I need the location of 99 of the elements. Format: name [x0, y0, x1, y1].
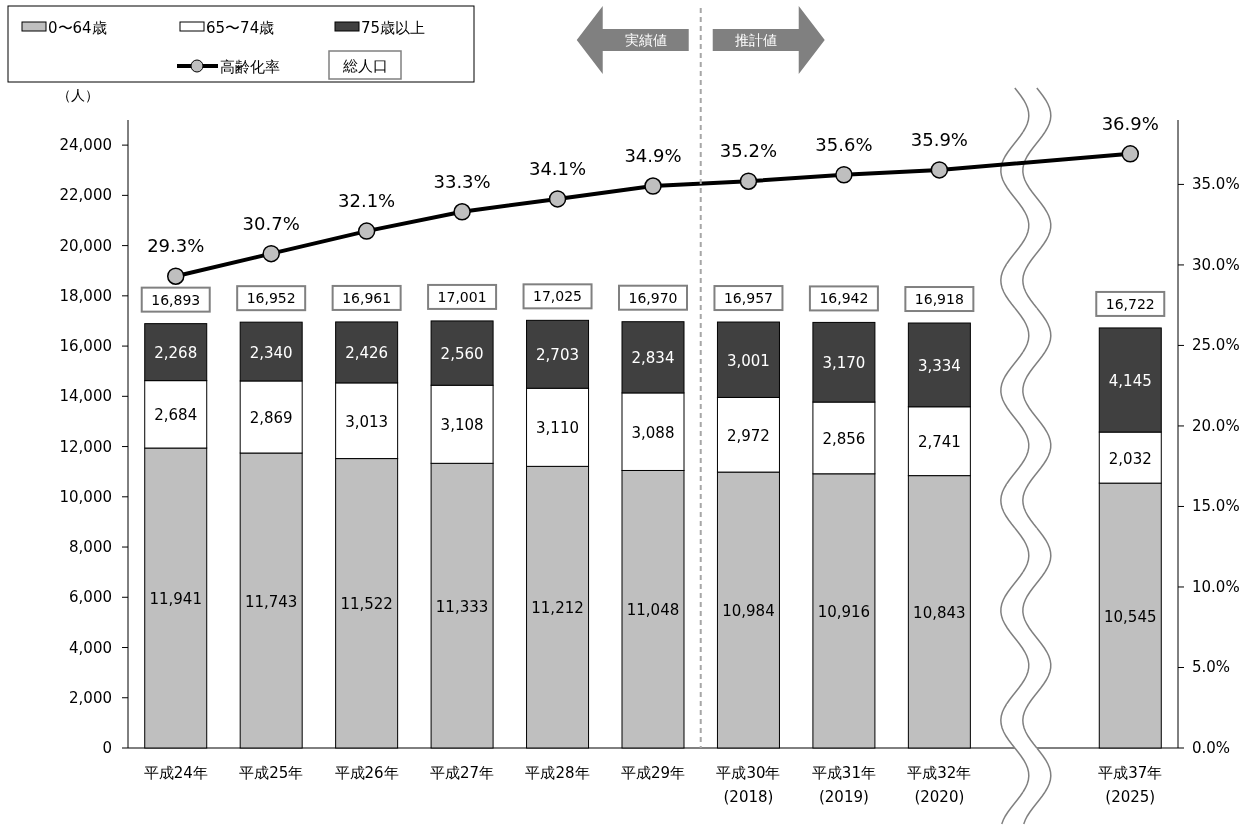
data-label: 2,684 [154, 406, 198, 425]
y2-tick-label: 5.0% [1192, 658, 1231, 677]
x-tick-label: 平成26年 [334, 764, 399, 782]
data-label: 2,834 [631, 349, 675, 368]
data-label: 3,108 [440, 416, 484, 435]
point [835, 166, 853, 184]
x-tick-label: 平成31年 (2019) [811, 764, 876, 806]
y2-tick-label: 35.0% [1192, 175, 1240, 194]
y-tick-label: 22,000 [59, 186, 112, 205]
y-tick-label: 14,000 [59, 387, 112, 406]
data-label: 2,426 [345, 344, 389, 363]
data-label: 10,545 [1104, 607, 1157, 626]
x-tick-label: 平成30年 (2018) [716, 764, 781, 806]
y-tick-label: 24,000 [59, 136, 112, 155]
data-label: 3,110 [536, 419, 580, 438]
point [262, 244, 280, 263]
point [166, 267, 185, 285]
data-label: 2,703 [536, 346, 580, 365]
total-label: 17,025 [533, 288, 583, 305]
y2-tick-label: 15.0% [1192, 497, 1240, 516]
point [644, 177, 662, 195]
data-label: 2,340 [249, 343, 293, 362]
arrow-right: 推計値 [712, 6, 825, 74]
total-label: 16,970 [628, 289, 678, 306]
point [548, 190, 567, 208]
y-tick-label: 6,000 [69, 588, 112, 607]
x-tick-label: 平成27年 [430, 764, 495, 782]
data-label: 3,013 [345, 412, 389, 431]
data-label: 35.6% [815, 133, 873, 155]
data-label: 33.3% [433, 170, 491, 192]
data-label: 11,941 [149, 590, 202, 609]
data-label: 2,856 [822, 429, 866, 448]
data-label: 10,843 [913, 603, 966, 622]
data-label: 2,869 [249, 408, 293, 427]
y2-tick-label: 20.0% [1192, 416, 1240, 435]
y-axis-title: （人） [57, 87, 99, 103]
x-tick-label: 平成24年 [143, 764, 208, 782]
y-tick-label: 12,000 [59, 437, 112, 456]
data-label: 3,334 [917, 356, 961, 375]
x-tick-label: 平成37年 (2025) [1098, 764, 1163, 806]
data-label: 34.9% [624, 145, 682, 167]
point [357, 222, 376, 240]
total-label: 16,961 [342, 289, 392, 306]
point [453, 203, 471, 221]
data-label: 36.9% [1101, 112, 1159, 134]
data-label: 2,032 [1108, 449, 1152, 468]
data-label: 32.1% [338, 190, 396, 212]
data-label: 3,170 [822, 354, 866, 373]
y-tick-label: 10,000 [59, 487, 112, 506]
legend-label: 0〜64歳 [48, 19, 107, 37]
point [1121, 145, 1140, 163]
y2-tick-label: 30.0% [1192, 255, 1240, 274]
point [739, 172, 758, 190]
y-tick-label: 8,000 [69, 538, 112, 557]
legend-label: 75歳以上 [361, 19, 426, 37]
y-tick-label: 20,000 [59, 236, 112, 255]
total-label: 16,942 [819, 290, 869, 307]
data-label: 29.3% [147, 235, 205, 257]
x-tick-label: 平成25年 [239, 764, 304, 782]
total-label: 16,952 [246, 290, 296, 307]
data-label: 11,048 [626, 601, 680, 620]
y-tick-label: 0 [102, 739, 112, 757]
y2-tick-label: 25.0% [1192, 336, 1240, 355]
total-label: 16,918 [914, 291, 964, 308]
x-tick-label: 平成29年 [620, 764, 686, 782]
data-label: 30.7% [242, 212, 300, 234]
data-label: 34.1% [528, 157, 587, 179]
x-tick-label: 平成32年 (2020) [907, 764, 972, 806]
data-label: 2,268 [154, 344, 198, 363]
total-label: 16,893 [151, 291, 201, 308]
point [930, 161, 949, 179]
legend-label: 高齢化率 [220, 58, 280, 76]
total-label: 16,957 [723, 290, 773, 307]
y2-tick-label: 0.0% [1192, 739, 1231, 757]
data-label: 3,001 [726, 351, 770, 370]
data-label: 11,333 [435, 597, 489, 616]
x-tick-label: 平成28年 [525, 764, 590, 782]
total-label: 17,001 [437, 288, 487, 305]
arrow-left: 実績値 [576, 6, 689, 74]
data-label: 2,972 [726, 426, 770, 445]
data-label: 35.2% [719, 140, 778, 162]
total-label: 16,722 [1105, 295, 1155, 312]
data-label: 3,088 [631, 423, 675, 442]
data-label: 4,145 [1108, 372, 1152, 390]
y-tick-label: 2,000 [69, 688, 112, 707]
y2-tick-label: 10.0% [1192, 577, 1240, 596]
legend-label: 65〜74歳 [206, 19, 275, 37]
data-label: 10,916 [817, 602, 871, 621]
text: 総人口 [341, 57, 388, 75]
y-tick-label: 4,000 [69, 638, 112, 657]
data-label: 2,741 [917, 433, 961, 452]
data-label: 11,212 [531, 599, 584, 618]
data-label: 11,522 [340, 595, 393, 614]
y-tick-label: 16,000 [59, 337, 112, 356]
y-tick-label: 18,000 [59, 286, 112, 305]
data-label: 35.9% [910, 128, 968, 150]
data-label: 11,743 [244, 592, 298, 611]
data-label: 10,984 [722, 602, 775, 621]
data-label: 2,560 [440, 345, 484, 364]
